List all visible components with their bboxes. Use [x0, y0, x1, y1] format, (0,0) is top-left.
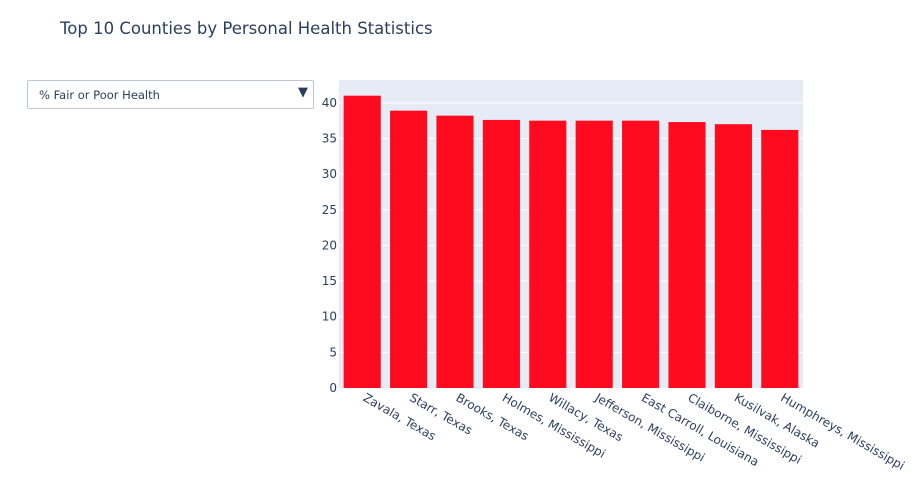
y-tick-label: 0 [329, 381, 337, 395]
bar [390, 110, 428, 388]
bar [482, 119, 520, 388]
bar [761, 129, 799, 388]
y-tick-label: 25 [322, 203, 337, 217]
bar [622, 120, 660, 388]
y-tick-label: 5 [329, 345, 337, 359]
y-tick-label: 30 [322, 167, 337, 181]
bar [529, 120, 567, 388]
metric-dropdown-value: % Fair or Poor Health [39, 88, 160, 102]
bar [575, 120, 613, 388]
chart-title: Top 10 Counties by Personal Health Stati… [60, 19, 433, 38]
bar [436, 115, 474, 389]
bar [668, 122, 706, 388]
metric-dropdown[interactable]: % Fair or Poor Health ▼ [27, 80, 314, 109]
y-tick-label: 20 [322, 238, 337, 252]
y-tick-label: 35 [322, 131, 337, 145]
chevron-down-icon: ▼ [298, 85, 308, 100]
bar [343, 95, 381, 389]
y-tick-label: 40 [322, 96, 337, 110]
bar [714, 124, 752, 388]
y-tick-label: 15 [322, 274, 337, 288]
y-tick-label: 10 [322, 310, 337, 324]
